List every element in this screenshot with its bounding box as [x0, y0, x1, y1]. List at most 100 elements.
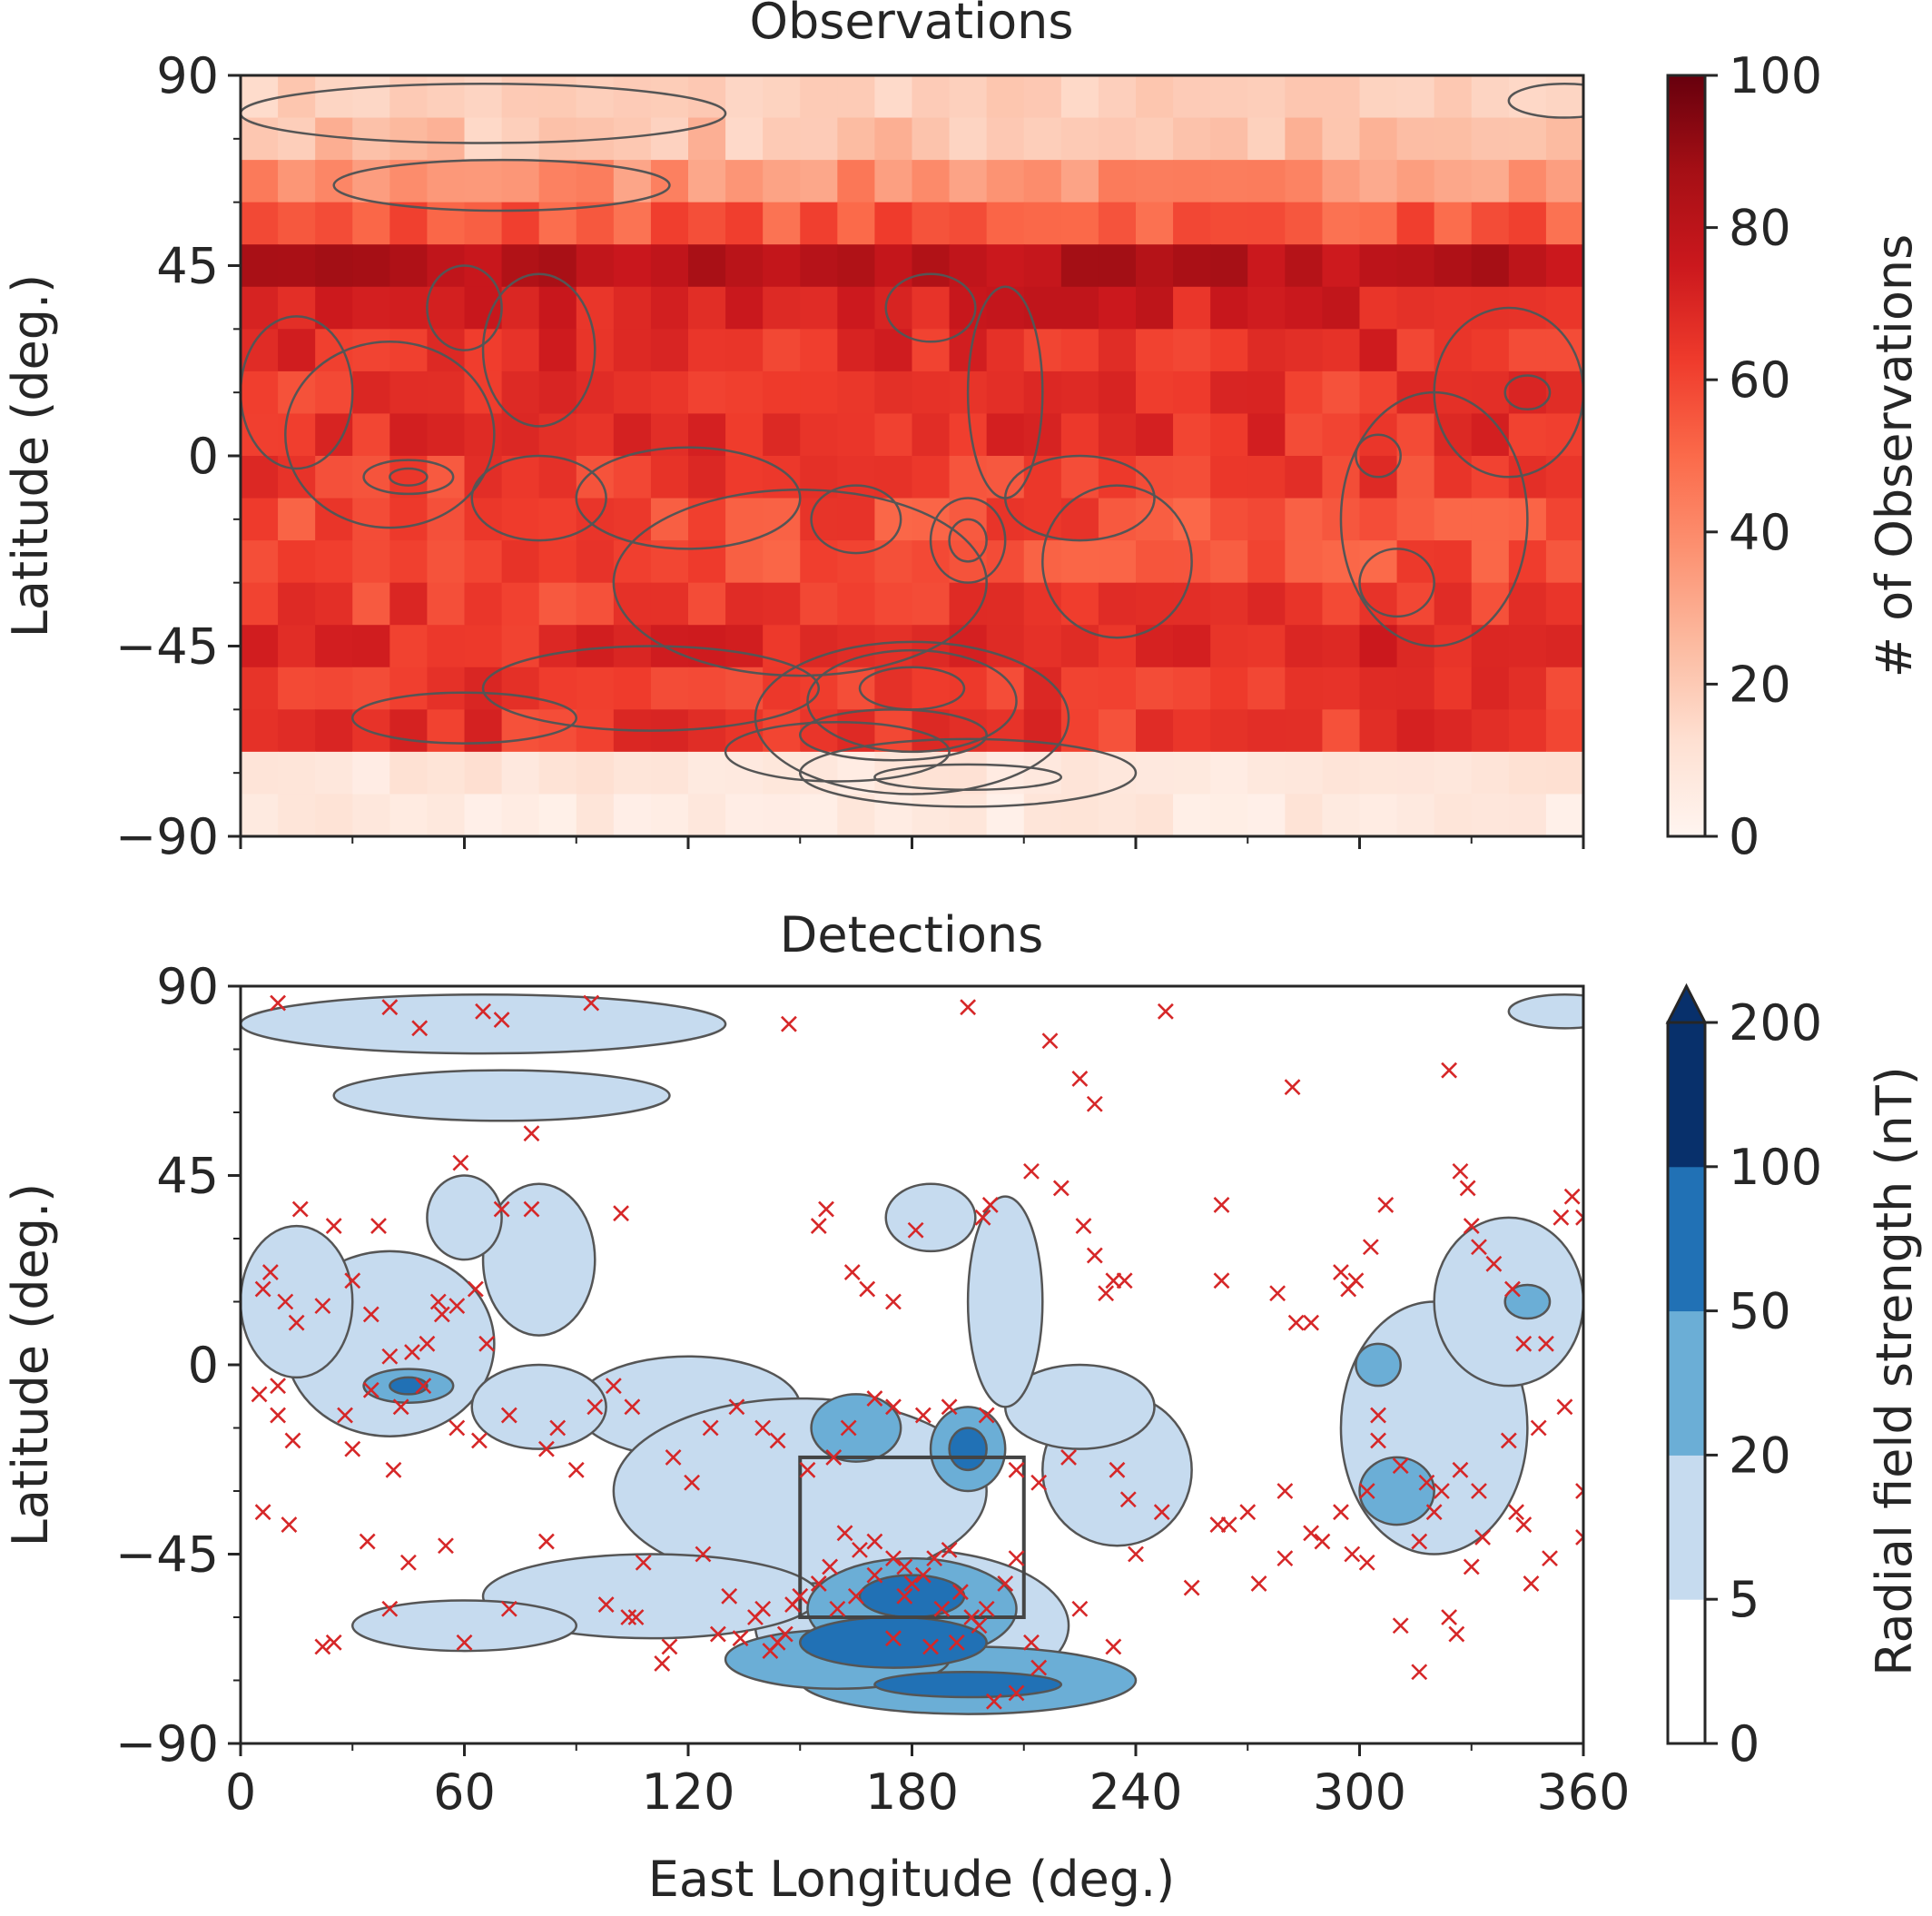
detection-marker — [1314, 1533, 1331, 1550]
detection-marker — [433, 1306, 450, 1323]
obs-cell — [650, 667, 689, 710]
obs-cell — [949, 75, 988, 119]
field-contour-region — [241, 1224, 354, 1379]
field-contour-region — [1358, 1456, 1435, 1526]
detection-marker — [635, 1554, 652, 1571]
obs-cell — [1173, 794, 1211, 836]
detection-marker — [896, 1587, 913, 1605]
detection-marker — [1441, 1062, 1458, 1079]
detection-marker — [281, 1516, 298, 1533]
obs-cell — [874, 202, 913, 245]
detection-marker — [1471, 1239, 1487, 1256]
obs-cell — [1247, 625, 1286, 668]
obs-cell — [1023, 244, 1062, 288]
obs-cell — [1247, 75, 1286, 119]
obs-cell — [1210, 751, 1248, 795]
obs-cell — [1471, 667, 1510, 710]
obs-cell — [986, 794, 1025, 836]
obs-cell — [1285, 540, 1324, 584]
obs-cell — [1173, 244, 1211, 288]
obs-cell — [874, 498, 913, 541]
obs-cell — [576, 794, 615, 836]
obs-cell — [1060, 286, 1099, 330]
obs-cell — [874, 456, 913, 499]
detection-marker — [799, 1461, 816, 1478]
detection-marker — [810, 1575, 827, 1592]
obs-cell — [278, 751, 316, 795]
obs-cell — [1396, 286, 1435, 330]
obs-contour — [351, 691, 577, 745]
detection-marker — [1209, 1516, 1227, 1533]
obs-cell — [763, 413, 801, 457]
detection-marker — [452, 1154, 469, 1171]
detection-marker — [605, 1378, 622, 1395]
obs-cell — [389, 202, 429, 245]
detection-marker — [381, 999, 399, 1016]
obs-cell — [389, 75, 429, 119]
obs-cell — [1098, 202, 1137, 245]
obs-cell — [650, 498, 689, 541]
obs-cell — [763, 540, 801, 584]
obs-cell — [1359, 498, 1398, 541]
obs-contour — [873, 763, 1063, 792]
obs-cell — [464, 709, 503, 753]
obs-contour — [884, 272, 977, 343]
obs-cell — [1136, 329, 1174, 372]
obs-cell — [912, 286, 951, 330]
x-tick-label: 180 — [865, 1763, 959, 1821]
obs-contour — [1507, 83, 1583, 119]
detection-marker — [1556, 1398, 1573, 1416]
y-tick-label: 90 — [156, 958, 219, 1015]
obs-cell — [278, 202, 316, 245]
obs-cell — [464, 751, 503, 795]
detection-marker — [960, 999, 977, 1016]
detection-marker — [1023, 1162, 1040, 1180]
obs-cell — [613, 456, 652, 499]
obs-cell — [278, 286, 316, 330]
obs-cell — [315, 286, 353, 330]
detection-marker — [792, 1587, 809, 1605]
obs-cell — [1359, 286, 1398, 330]
obs-cell — [1098, 540, 1137, 584]
detection-marker — [1071, 1071, 1089, 1087]
obs-cell — [1247, 160, 1286, 203]
obs-cell — [427, 413, 466, 457]
detection-marker — [1358, 1554, 1375, 1571]
obs-cell — [1060, 625, 1099, 668]
obs-cell — [1247, 413, 1286, 457]
obs-cell — [688, 709, 726, 753]
obs-cell — [1098, 667, 1137, 710]
field-contour-region — [241, 993, 727, 1055]
obs-cell — [1322, 117, 1361, 161]
obs-cell — [1471, 794, 1510, 836]
obs-cell — [986, 75, 1025, 119]
detection-marker — [1441, 1609, 1458, 1625]
detection-marker — [385, 1461, 402, 1478]
obs-contour — [929, 497, 1007, 584]
obs-cell — [986, 625, 1025, 668]
detection-marker — [1344, 1546, 1361, 1563]
obs-cell — [1434, 75, 1473, 119]
obs-cell — [725, 540, 764, 584]
detection-marker — [859, 1280, 876, 1298]
detection-marker — [1183, 1579, 1200, 1596]
obs-cell — [1098, 244, 1137, 288]
detection-marker — [500, 1407, 518, 1424]
detection-marker — [1474, 1529, 1491, 1546]
detection-marker — [1157, 1002, 1174, 1020]
x-tick-label: 300 — [1313, 1763, 1406, 1821]
obs-cell — [763, 286, 801, 330]
obs-cell — [800, 117, 838, 161]
detection-marker — [325, 1218, 342, 1235]
detection-marker — [291, 1200, 309, 1218]
obs-cell — [1508, 329, 1547, 372]
field-contour-region — [810, 1393, 902, 1463]
detection-marker — [1086, 1247, 1103, 1264]
obs-cell — [912, 794, 951, 836]
obs-cell — [1136, 370, 1174, 415]
obs-cell — [1210, 160, 1248, 203]
obs-contour — [948, 518, 988, 563]
obs-cell — [1210, 582, 1248, 626]
detection-marker — [941, 1541, 958, 1558]
obs-cell — [427, 709, 466, 753]
